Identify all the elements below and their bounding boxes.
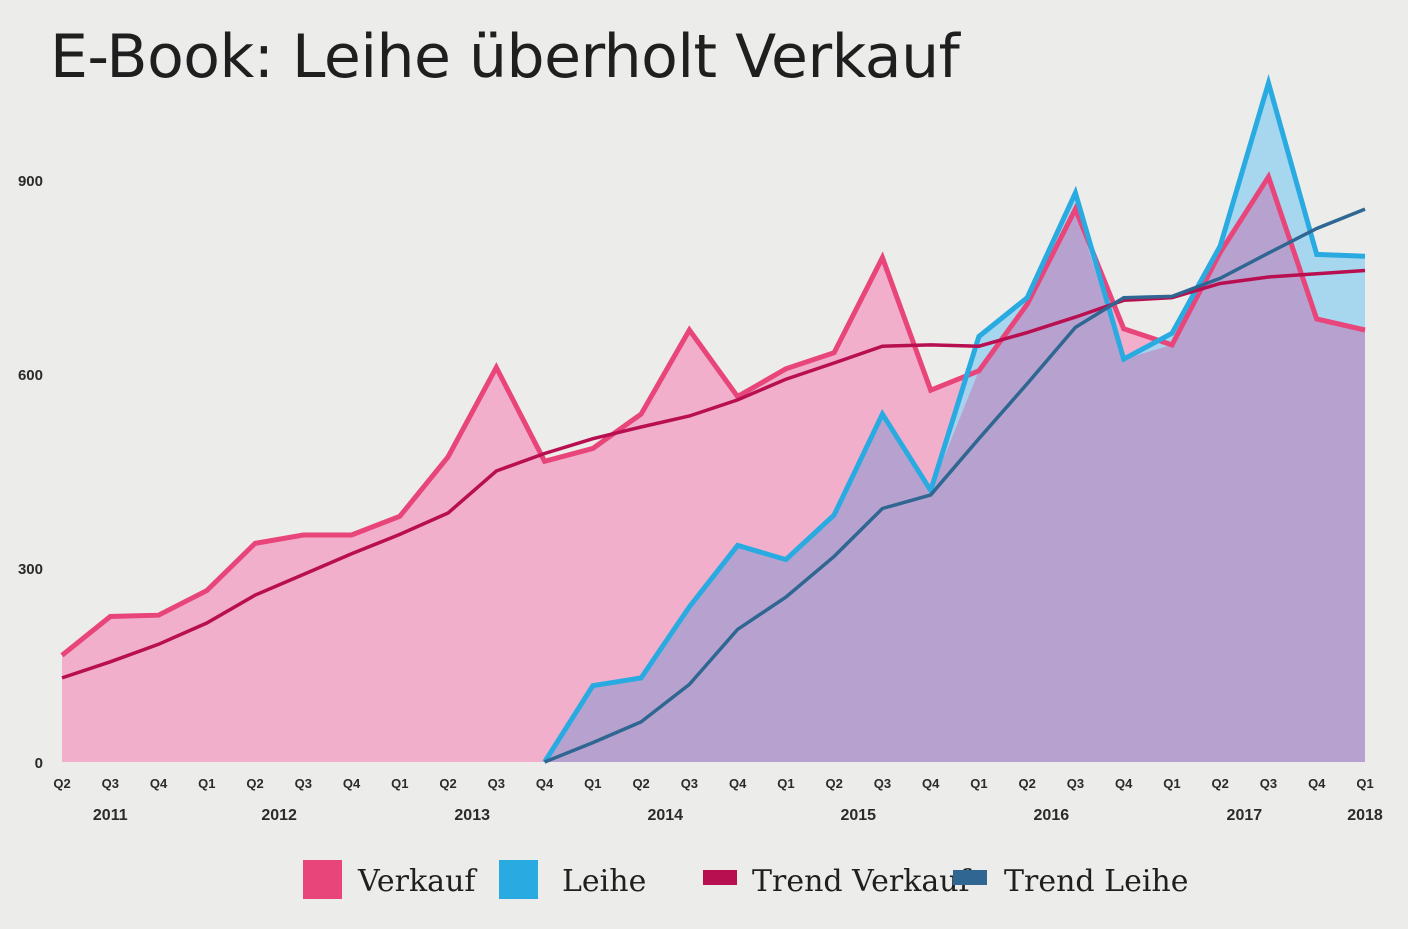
legend-label: Trend Leihe <box>1004 864 1189 899</box>
year-label: 2013 <box>454 807 490 824</box>
trend-leihe-line <box>543 207 1366 764</box>
x-tick-label: Q3 <box>295 776 312 791</box>
legend-item-trend-leihe: Trend Leihe <box>953 864 1189 899</box>
x-tick-label: Q3 <box>102 776 119 791</box>
verkauf-line <box>60 171 1366 658</box>
legend-label: Trend Verkauf <box>752 864 972 899</box>
y-tick-label: 300 <box>18 561 43 578</box>
x-tick-label: Q1 <box>1163 776 1180 791</box>
x-tick-label: Q2 <box>1212 776 1229 791</box>
chart-title: E-Book: Leihe überholt Verkauf <box>50 22 960 92</box>
x-tick-label: Q1 <box>391 776 408 791</box>
y-tick-label: 900 <box>18 173 43 190</box>
year-label: 2011 <box>93 807 128 824</box>
legend-item-leihe: Leihe <box>499 860 646 899</box>
x-tick-label: Q1 <box>198 776 215 791</box>
x-tick-label: Q3 <box>874 776 891 791</box>
legend: Verkauf Leihe Trend Verkauf Trend Leihe <box>303 860 1189 899</box>
x-tick-label: Q1 <box>584 776 601 791</box>
line-layer <box>60 73 1366 764</box>
x-tick-label: Q1 <box>1356 776 1373 791</box>
area-layer <box>62 83 1365 763</box>
trend-verkauf-line <box>61 268 1366 680</box>
x-tick-label: Q3 <box>681 776 698 791</box>
y-tick-label: 600 <box>18 367 43 384</box>
x-tick-label: Q4 <box>922 776 940 791</box>
year-label: 2018 <box>1347 807 1383 824</box>
year-label: 2015 <box>840 807 876 824</box>
x-tick-label: Q2 <box>53 776 70 791</box>
year-label: 2012 <box>261 807 297 824</box>
x-tick-label: Q4 <box>1308 776 1326 791</box>
legend-swatch <box>953 870 987 885</box>
x-tick-label: Q4 <box>536 776 554 791</box>
legend-swatch <box>703 870 737 885</box>
legend-label: Leihe <box>562 864 646 899</box>
leihe-line <box>542 73 1366 764</box>
year-label: 2014 <box>647 807 683 824</box>
x-tick-label: Q4 <box>343 776 361 791</box>
x-tick-label: Q2 <box>439 776 456 791</box>
x-tick-label: Q1 <box>970 776 987 791</box>
year-label: 2016 <box>1034 807 1070 824</box>
x-tick-label: Q3 <box>488 776 505 791</box>
legend-item-verkauf: Verkauf <box>303 860 477 899</box>
x-tick-label: Q2 <box>632 776 649 791</box>
x-tick-label: Q3 <box>1067 776 1084 791</box>
y-tick-label: 0 <box>35 755 43 772</box>
x-tick-label: Q1 <box>777 776 794 791</box>
legend-swatch <box>499 860 538 899</box>
legend-swatch <box>303 860 342 899</box>
year-label: 2017 <box>1227 807 1263 824</box>
x-tick-label: Q3 <box>1260 776 1277 791</box>
legend-item-trend-verkauf: Trend Verkauf <box>703 864 972 899</box>
x-tick-label: Q4 <box>150 776 168 791</box>
x-tick-label: Q4 <box>1115 776 1133 791</box>
legend-label: Verkauf <box>357 864 477 899</box>
x-tick-label: Q2 <box>1019 776 1036 791</box>
x-tick-label: Q4 <box>729 776 747 791</box>
x-tick-label: Q2 <box>825 776 842 791</box>
axis-layer: 0 300 600 900 Q2 Q3 Q4 Q1 Q2 Q3 Q4 Q1 Q2 Q3 Q4 Q1 Q2 Q3 Q4… <box>18 173 1383 824</box>
x-tick-label: Q2 <box>246 776 263 791</box>
